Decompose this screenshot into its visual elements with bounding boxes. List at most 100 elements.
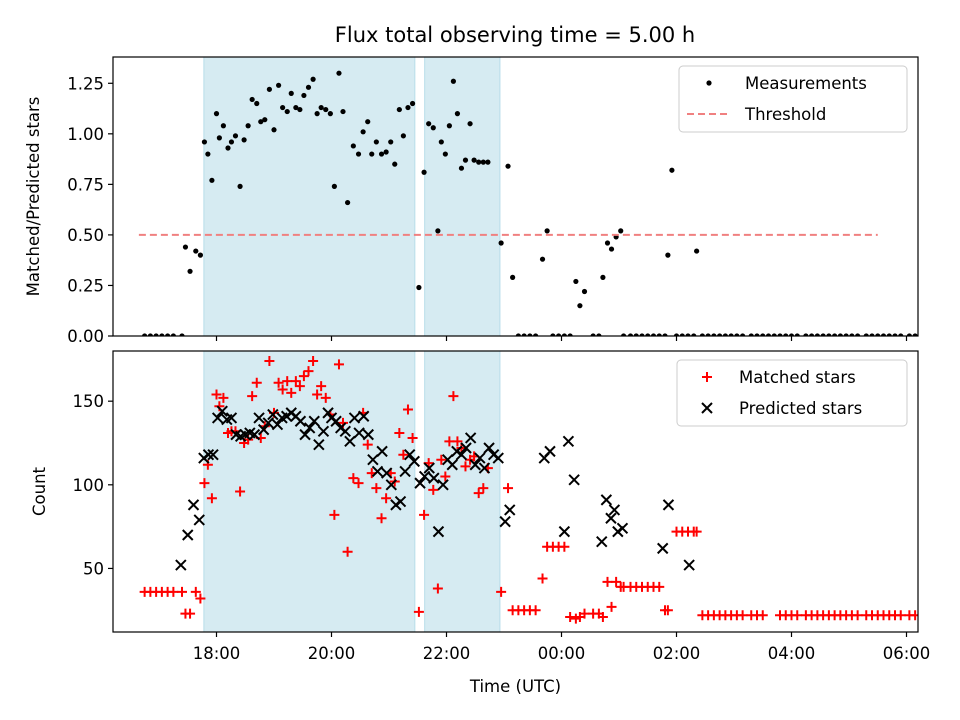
matched-star-point-45 (342, 546, 353, 557)
predicted-star-point-33 (330, 415, 342, 427)
measurement-point-33 (293, 104, 299, 111)
predicted-star-point-76 (596, 535, 608, 548)
matched-star-point-61 (419, 509, 430, 520)
observing-window-2 (424, 57, 501, 336)
measurement-point-64 (435, 228, 441, 234)
measurement-point-18 (228, 139, 235, 145)
x-tick-label: 02:00 (653, 644, 701, 663)
predicted-star-point-49 (403, 448, 416, 461)
measurement-point-103 (639, 333, 645, 336)
measurement-point-46 (350, 143, 356, 149)
matched-star-point-63 (428, 484, 439, 495)
predicted-star-point-73 (558, 525, 571, 538)
measurement-point-86 (550, 333, 556, 336)
matched-star-point-20 (235, 486, 246, 497)
measurement-point-6 (179, 333, 185, 336)
measurement-point-111 (679, 333, 685, 336)
matched-star-point-64 (432, 583, 443, 594)
legend-label: Predicted stars (739, 399, 862, 418)
measurement-point-51 (373, 139, 379, 145)
axes-frame (112, 56, 919, 337)
y-tick-label: 150 (73, 392, 105, 411)
predicted-star-point-45 (385, 479, 398, 491)
matched-star-point-71 (460, 461, 471, 472)
measurement-point-81 (521, 333, 527, 336)
predicted-star-point-64 (474, 452, 486, 464)
predicted-star-point-30 (317, 425, 330, 437)
measurement-point-79 (510, 274, 516, 280)
measurement-point-105 (650, 333, 657, 336)
matched-star-point-49 (362, 439, 373, 450)
measurement-point-1 (147, 333, 153, 336)
measurement-point-93 (590, 333, 596, 336)
predicted-star-point-0 (175, 559, 187, 571)
matched-star-point-30 (277, 384, 288, 395)
predicted-star-point-74 (562, 435, 575, 448)
predicted-star-point-66 (483, 442, 495, 454)
bottom-panel: 50 100 150 18:00 20:00 22:00 00:00 02:00 04:00 06… (30, 350, 960, 696)
predicted-star-point-17 (257, 423, 270, 436)
matched-star-point-92 (579, 608, 590, 619)
measurement-point-95 (600, 274, 606, 280)
matched-star-point-138 (852, 610, 863, 621)
measurement-point-11 (201, 139, 208, 145)
measurement-point-35 (301, 92, 307, 99)
predicted-star-point-29 (313, 438, 325, 451)
y-tick-label: 1.25 (67, 74, 104, 93)
matched-star-point-34 (294, 381, 305, 392)
measurement-point-127 (771, 333, 777, 336)
measurement-point-121 (734, 333, 740, 336)
y-axis-label: Count (30, 466, 49, 516)
predicted-star-point-27 (303, 422, 316, 434)
observing-window-1 (203, 351, 416, 632)
measurement-point-85 (544, 228, 550, 234)
measurement-point-43 (336, 70, 342, 76)
y-tick-label: 0.00 (67, 327, 104, 346)
predicted-star-point-42 (371, 465, 384, 478)
predicted-star-point-15 (248, 428, 261, 441)
observing-window-2 (424, 351, 501, 632)
matched-star-point-148 (919, 610, 929, 620)
matched-star-point-11 (199, 478, 210, 489)
measurement-point-87 (556, 333, 562, 336)
predicted-star-point-70 (504, 504, 516, 516)
matched-star-point-58 (402, 404, 413, 415)
measurement-point-94 (596, 333, 602, 336)
measurement-point-139 (843, 333, 849, 336)
measurement-point-10 (197, 252, 203, 258)
measurement-point-140 (849, 333, 855, 336)
measurement-point-47 (355, 151, 362, 157)
measurement-point-4 (165, 333, 171, 336)
measurement-point-128 (777, 333, 783, 336)
measurement-point-138 (837, 333, 843, 336)
predicted-star-point-51 (414, 477, 426, 489)
matched-star-point-35 (298, 371, 309, 382)
matched-star-point-151 (939, 610, 949, 620)
predicted-star-point-5 (202, 448, 215, 461)
measurement-point-143 (869, 333, 875, 336)
measurement-point-5 (170, 333, 176, 336)
predicted-star-point-54 (428, 472, 440, 484)
predicted-star-point-52 (418, 470, 431, 483)
predicted-star-point-77 (600, 494, 613, 506)
x-tick-label: 04:00 (768, 644, 816, 663)
predicted-star-point-37 (348, 412, 361, 424)
y-tick-label: 50 (83, 559, 104, 578)
predicted-star-point-26 (299, 428, 311, 441)
measurement-point-23 (249, 96, 255, 103)
measurement-point-9 (193, 248, 199, 254)
matched-star-point-60 (413, 606, 424, 617)
matched-star-point-78 (503, 483, 514, 494)
predicted-star-point-60 (455, 448, 468, 461)
measurement-point-16 (220, 123, 226, 129)
matched-star-point-153 (956, 610, 960, 620)
measurement-point-62 (426, 121, 432, 127)
predicted-star-point-83 (662, 499, 675, 511)
measurement-point-99 (618, 228, 624, 234)
matched-star-point-42 (329, 509, 340, 520)
x-tick-label: 06:00 (883, 644, 931, 663)
measurement-point-136 (826, 333, 832, 336)
matched-star-point-152 (948, 610, 958, 620)
measurement-point-7 (182, 244, 189, 250)
measurement-point-119 (722, 333, 728, 336)
